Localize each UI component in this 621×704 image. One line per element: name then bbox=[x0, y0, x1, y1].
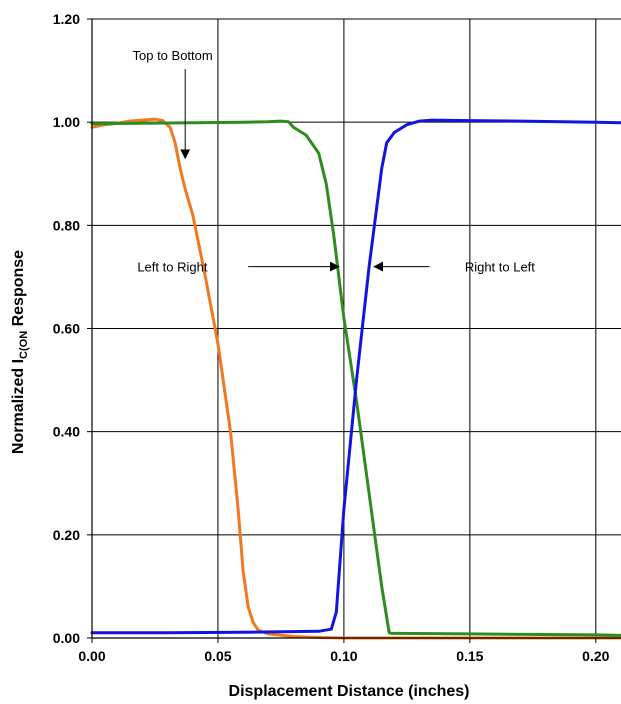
y-tick-label: 0.80 bbox=[53, 217, 80, 233]
x-tick-label: 0.10 bbox=[330, 648, 357, 664]
series-layer bbox=[90, 117, 621, 640]
x-tick-label: 0.15 bbox=[456, 648, 483, 664]
x-tick-label: 0.05 bbox=[204, 648, 231, 664]
x-tick-label: 0.00 bbox=[78, 648, 105, 664]
y-axis-title-subscript: C(ON bbox=[18, 331, 30, 359]
x-tick-label: 0.20 bbox=[582, 648, 609, 664]
y-tick-label: 0.00 bbox=[53, 630, 80, 646]
y-axis-title-suffix: Response bbox=[10, 250, 27, 331]
x-axis-title: Displacement Distance (inches) bbox=[229, 683, 470, 700]
annotation-label-3: Right to Left bbox=[465, 260, 535, 275]
y-axis-title: Normalized IC(ON Response bbox=[10, 250, 30, 454]
y-tick-label: 0.20 bbox=[53, 527, 80, 543]
y-tick-label: 1.00 bbox=[53, 114, 80, 130]
tick-labels: 0.00 0.20 0.40 0.60 0.80 1.00 1.20 0.00 0.05 0.10… bbox=[53, 11, 610, 664]
annotations: Top to Bottom Left to Right Right to Left bbox=[133, 48, 536, 274]
annotation-label-2: Left to Right bbox=[137, 260, 207, 275]
y-axis-title-prefix: Normalized I bbox=[10, 359, 27, 454]
grid bbox=[92, 18, 621, 638]
axes bbox=[87, 18, 621, 643]
annotation-label-1: Top to Bottom bbox=[133, 48, 213, 63]
y-tick-label: 1.20 bbox=[53, 11, 80, 27]
series-line-2 bbox=[90, 119, 621, 637]
y-tick-label: 0.60 bbox=[53, 321, 80, 337]
y-tick-label: 0.40 bbox=[53, 424, 80, 440]
series-line-3 bbox=[90, 118, 621, 635]
